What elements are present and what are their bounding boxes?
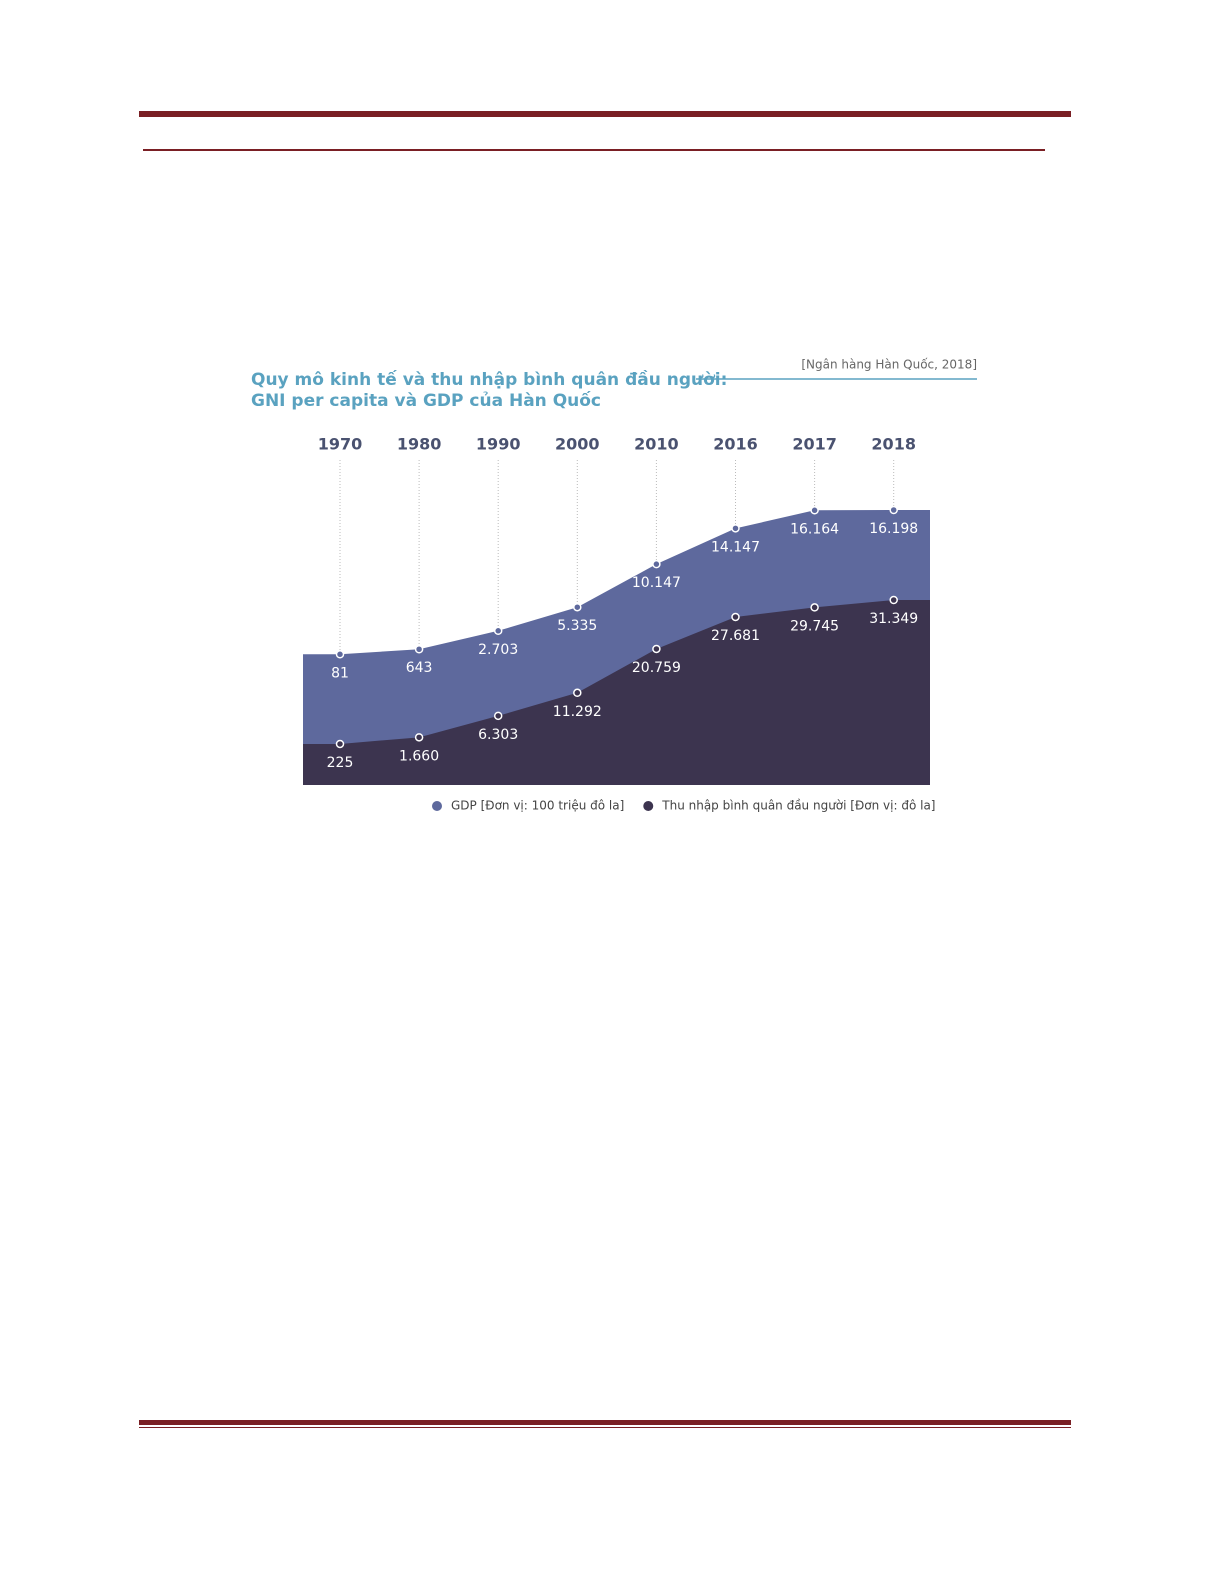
x-tick-label: 1990 [476, 435, 521, 454]
chart: 1970 1980 1990 2000 2010 2016 2017 2018 81 643 2.7… [303, 435, 935, 813]
data-point [414, 733, 424, 742]
data-point [731, 612, 740, 622]
data-point [731, 524, 740, 533]
legend-label: Thu nhập bình quân đầu người [Đơn vị: đô… [661, 799, 935, 813]
x-tick-label: 2000 [555, 435, 600, 454]
data-point [493, 711, 503, 721]
data-label: 16.198 [869, 521, 918, 537]
data-point [573, 688, 582, 698]
data-point [493, 626, 503, 636]
data-label: 643 [406, 660, 433, 676]
data-point [335, 650, 345, 659]
data-label: 5.335 [557, 618, 597, 634]
header-rule-thin [143, 149, 1045, 151]
data-point [335, 739, 345, 749]
legend-swatch [643, 801, 654, 811]
data-label: 6.303 [478, 727, 518, 743]
data-label: 29.745 [790, 618, 839, 634]
data-point [414, 644, 424, 654]
legend-swatch [432, 801, 442, 811]
data-point [810, 506, 819, 515]
data-point [810, 603, 819, 612]
footer-rule [139, 1420, 1071, 1425]
data-label: 16.164 [790, 521, 839, 537]
x-tick-label: 2018 [871, 435, 916, 454]
data-label: 31.349 [869, 611, 918, 627]
data-label: 225 [327, 755, 354, 771]
data-label: 1.660 [399, 748, 439, 764]
x-tick-label: 2017 [792, 435, 837, 454]
x-tick-label: 1970 [318, 435, 363, 454]
data-point [889, 595, 898, 605]
data-label: 10.147 [632, 575, 681, 591]
data-point [652, 559, 661, 569]
chart-subtitle: GNI per capita và GDP của Hàn Quốc [251, 390, 601, 411]
data-label: 81 [331, 665, 349, 681]
data-label: 14.147 [711, 539, 760, 555]
area-fill [303, 600, 930, 785]
footer-rule-thin [139, 1427, 1071, 1428]
x-tick-label: 2016 [713, 435, 758, 454]
data-point [652, 644, 661, 654]
data-label: 2.703 [478, 642, 518, 658]
data-label: 27.681 [711, 628, 760, 644]
data-label: 11.292 [553, 704, 602, 720]
x-tick-label: 1980 [397, 435, 442, 454]
data-label: 20.759 [632, 660, 681, 676]
legend-label: GDP [Đơn vị: 100 triệu đô la] [451, 799, 624, 813]
chart-title: Quy mô kinh tế và thu nhập bình quân đầu… [251, 369, 727, 390]
data-point [889, 505, 898, 515]
x-tick-label: 2010 [634, 435, 679, 454]
header-rule [139, 111, 1071, 117]
source: [Ngân hàng Hàn Quốc, 2018] [801, 358, 977, 372]
data-point [573, 602, 582, 612]
